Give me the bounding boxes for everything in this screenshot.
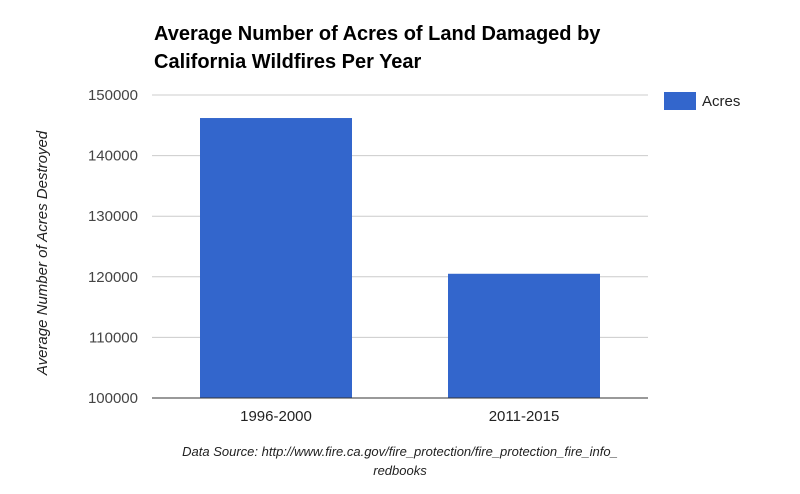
x-tick-label: 1996-2000 bbox=[240, 408, 312, 425]
y-tick-label: 130000 bbox=[88, 208, 138, 225]
bar-2011-2015 bbox=[448, 273, 600, 398]
chart-title-line-1: Average Number of Acres of Land Damaged … bbox=[154, 23, 601, 45]
chart-title-line-2: California Wildfires Per Year bbox=[154, 51, 422, 73]
y-tick-label: 150000 bbox=[88, 87, 138, 104]
data-source-note: Data Source: http://www.fire.ca.gov/fire… bbox=[100, 442, 700, 480]
y-tick-label: 140000 bbox=[88, 148, 138, 165]
y-tick-label: 120000 bbox=[88, 269, 138, 286]
legend: Acres bbox=[664, 92, 740, 110]
chart-title: Average Number of Acres of Land Damaged … bbox=[154, 20, 674, 76]
legend-swatch-acres bbox=[664, 92, 696, 110]
x-tick-label: 2011-2015 bbox=[489, 408, 560, 425]
legend-label-acres: Acres bbox=[702, 92, 741, 110]
data-source-line-2: redbooks bbox=[373, 463, 427, 478]
y-tick-label: 100000 bbox=[88, 390, 138, 407]
y-tick-label: 110000 bbox=[89, 329, 138, 346]
data-source-line-1: Data Source: http://www.fire.ca.gov/fire… bbox=[182, 444, 618, 459]
bar-1996-2000 bbox=[200, 118, 352, 398]
